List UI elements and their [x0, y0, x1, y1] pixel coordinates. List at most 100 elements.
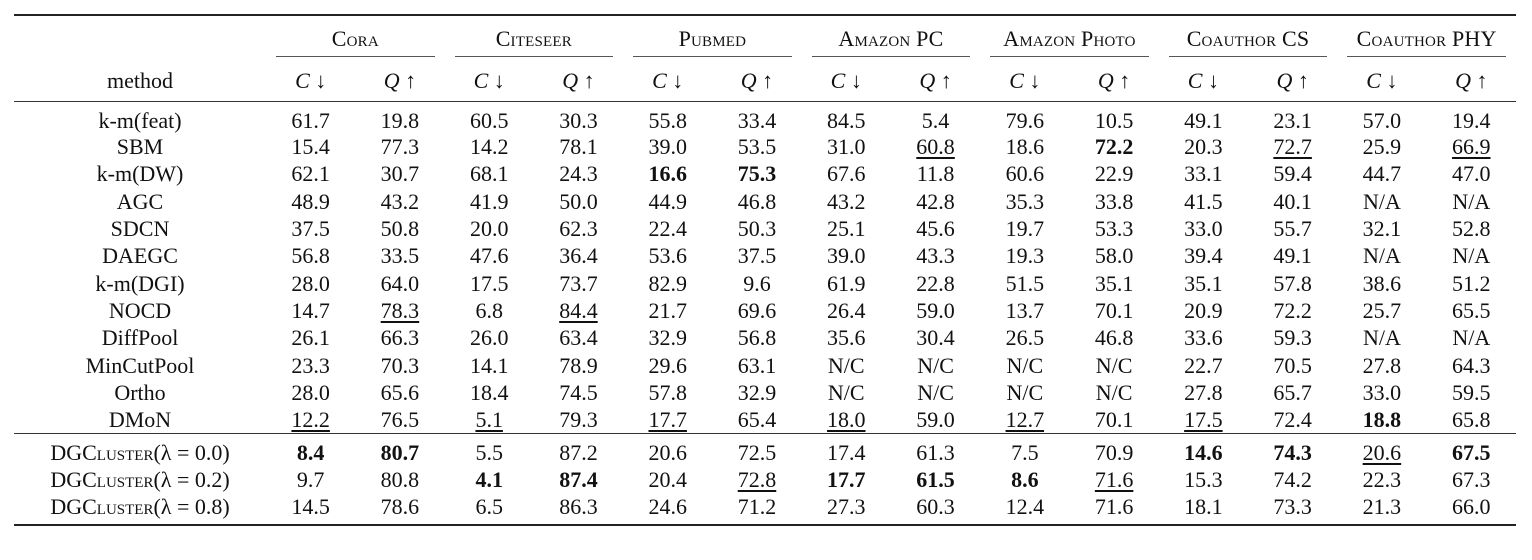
cell-value-text: 8.4 [296, 440, 325, 466]
cell-c-value: 12.7 [980, 406, 1069, 433]
method-name: DiffPool [101, 325, 179, 351]
cell-value-text: 66.0 [1452, 493, 1491, 519]
cell-c-value: 55.8 [623, 101, 712, 134]
cell-value-text: 22.3 [1362, 467, 1402, 493]
cell-c-value: 8.6 [980, 466, 1069, 494]
cell-c-value: 79.6 [980, 101, 1069, 134]
cell-c-value: N/A [1337, 243, 1426, 270]
cell-q-value: 23.1 [1248, 101, 1337, 134]
proposed-method-row: DGCluster(λ = 0.0) 8.4 80.7 5.5 87.2 20.6 72.5… [14, 433, 1516, 467]
cell-c-value: 39.0 [802, 243, 891, 270]
cell-q-value: 59.3 [1248, 325, 1337, 352]
cell-value-text: 57.8 [1273, 270, 1312, 296]
cell-value-text: 28.0 [291, 270, 330, 296]
cell-q-value: 72.8 [712, 466, 801, 494]
method-name: DAEGC [102, 243, 178, 269]
cell-value-text: 18.8 [1362, 406, 1402, 432]
method-name-prefix: DGCluster [50, 440, 154, 466]
cell-value-text: 39.0 [827, 243, 866, 269]
cell-value-text: N/C [827, 352, 865, 378]
cell-q-value: 71.2 [712, 493, 802, 526]
cell-value-text: 14.1 [469, 352, 509, 378]
method-name: DMoN [108, 406, 172, 432]
cell-q-value: 78.1 [534, 134, 623, 161]
cell-value-text: 18.0 [827, 406, 866, 432]
cell-c-value: 62.1 [266, 161, 355, 188]
cell-c-value: 27.8 [1337, 352, 1426, 379]
cell-value-text: 14.7 [291, 297, 330, 323]
cell-c-value: 20.6 [623, 433, 713, 467]
cell-c-value: 5.5 [444, 433, 534, 467]
cell-value-text: 15.3 [1184, 467, 1223, 493]
metric-header-q: Q ↑ [890, 61, 981, 102]
cell-value-text: 20.4 [648, 467, 687, 493]
cell-value-text: 74.3 [1273, 440, 1312, 466]
cell-c-value: 38.6 [1337, 270, 1426, 297]
cell-value-text: 18.6 [1005, 134, 1045, 160]
cell-c-value: 57.8 [623, 379, 712, 406]
cell-c-value: 17.7 [802, 466, 891, 494]
cell-q-value: N/C [891, 352, 980, 379]
cell-value-text: 17.7 [827, 467, 866, 493]
method-row: k-m(DW) 62.1 30.7 68.1 24.3 16.6 75.3 67.6 11.8 6… [14, 161, 1516, 188]
cell-q-value: 65.6 [355, 379, 444, 406]
cell-value-text: 12.2 [291, 406, 330, 432]
cell-c-value: 17.5 [1159, 406, 1248, 433]
cell-value-text: 72.2 [1273, 297, 1312, 323]
cell-value-text: 45.6 [916, 216, 955, 242]
cell-value-text: 86.3 [559, 493, 598, 519]
cell-q-value: 50.0 [534, 188, 623, 215]
cell-q-value: 72.2 [1069, 134, 1158, 161]
cell-value-text: N/C [917, 352, 954, 378]
cell-value-text: 49.1 [1184, 107, 1223, 133]
cell-c-value: 26.1 [266, 325, 355, 352]
method-name: DGCluster(λ = 0.8) [14, 493, 267, 526]
cell-value-text: 74.5 [559, 379, 598, 405]
cell-value-text: 27.8 [1184, 379, 1223, 405]
cell-c-value: 7.5 [980, 433, 1070, 467]
cell-value-text: 65.4 [737, 406, 777, 432]
metric-header-c: C ↓ [980, 61, 1070, 102]
proposed-method-row: DGCluster(λ = 0.8) 14.5 78.6 6.5 86.3 24.6 71.… [14, 493, 1516, 526]
cell-q-value: 46.8 [1069, 325, 1158, 352]
cell-c-value: 8.4 [266, 433, 356, 467]
cell-value-text: 37.5 [291, 216, 330, 242]
cell-value-text: 79.3 [559, 406, 598, 432]
cell-c-value: 26.4 [802, 297, 891, 324]
cell-q-value: 59.4 [1248, 161, 1337, 188]
cell-value-text: 24.6 [648, 493, 687, 519]
metric-header-c: C ↓ [1158, 61, 1248, 102]
cell-value-text: 76.5 [380, 406, 420, 432]
cell-value-text: 5.5 [475, 440, 503, 466]
cell-value-text: 26.4 [827, 297, 866, 323]
method-name: DGCluster(λ = 0.2) [14, 466, 266, 494]
cell-c-value: 15.4 [266, 134, 355, 161]
cell-c-value: 20.6 [1337, 433, 1427, 467]
cell-q-value: 70.5 [1248, 352, 1337, 379]
cell-c-value: 28.0 [266, 379, 355, 406]
cell-value-text: N/A [1362, 325, 1401, 351]
cell-c-value: N/A [1337, 188, 1426, 215]
cell-q-value: 30.3 [534, 101, 623, 134]
cell-value-text: 21.7 [648, 297, 687, 323]
cell-q-value: 19.4 [1427, 101, 1516, 134]
cell-c-value: 60.6 [980, 161, 1069, 188]
method-name-suffix: (λ = 0.2) [153, 467, 230, 493]
cell-q-value: N/A [1427, 243, 1516, 270]
cell-value-text: 13.7 [1005, 297, 1045, 323]
cell-value-text: 20.6 [648, 440, 687, 466]
cell-q-value: 56.8 [712, 325, 801, 352]
cell-value-text: 33.0 [1362, 379, 1402, 405]
cell-c-value: 68.1 [445, 161, 534, 188]
metric-header-row: method C ↓ Q ↑ C ↓ Q ↑ C ↓ Q ↑ C ↓ Q ↑ C… [14, 61, 1516, 102]
cell-value-text: N/C [1095, 379, 1133, 405]
cell-value-text: 5.1 [475, 406, 503, 432]
cell-value-text: 67.3 [1452, 467, 1491, 493]
cell-q-value: 65.5 [1427, 297, 1516, 324]
cell-value-text: 40.1 [1273, 188, 1312, 214]
cell-value-text: 14.2 [469, 134, 509, 160]
cell-c-value: 19.7 [980, 215, 1069, 242]
cell-value-text: 72.2 [1094, 134, 1134, 160]
cell-c-value: 35.6 [802, 325, 891, 352]
cell-q-value: 87.4 [534, 466, 623, 494]
